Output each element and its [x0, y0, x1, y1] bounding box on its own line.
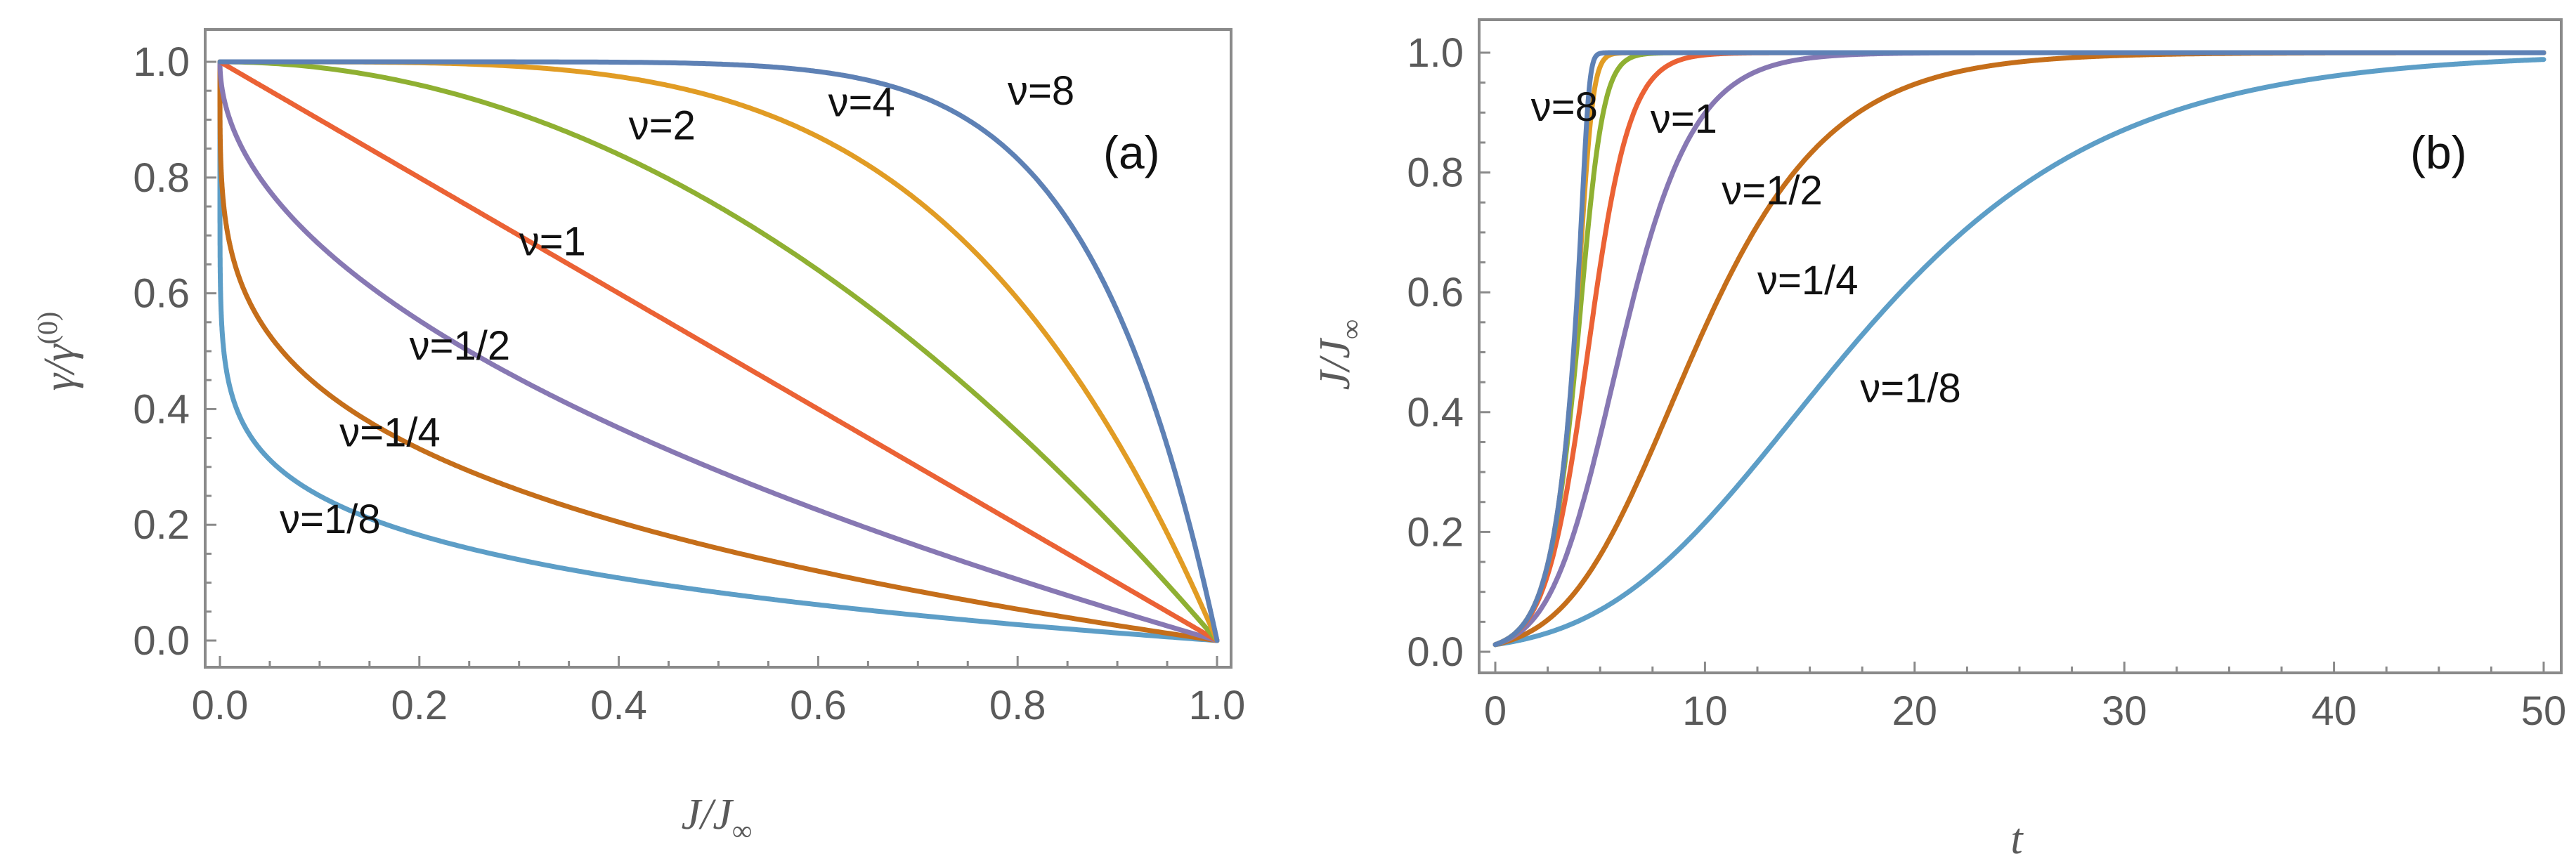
panel-a-curve-label-nu-1-over-8: ν=1/8	[280, 497, 381, 542]
panel-b-frame	[1478, 18, 2563, 674]
panel-b-curve-label-nu-1-over-8: ν=1/8	[1860, 366, 1961, 412]
panel-b-x-tick-label-1: 10	[1682, 688, 1728, 734]
panel-a-curve-nu-1-over-4	[217, 59, 1220, 643]
panel-b-y-axis-label-sub: ∞	[1335, 320, 1367, 340]
panel-a-x-axis-label-main: J/J	[682, 791, 734, 839]
panel-b-curve-label-nu-1-over-4: ν=1/4	[1757, 258, 1859, 303]
panel-b-y-tick-label-3: 0.6	[1407, 270, 1464, 315]
panel-a-curve-label-nu-4: ν=4	[828, 80, 895, 126]
panel-a-curve-label-nu-8: ν=8	[1008, 68, 1074, 114]
panel-b-x-tick-label-4: 40	[2311, 688, 2357, 734]
panel-b-y-tick-label-2: 0.4	[1407, 390, 1464, 435]
panel-a-y-tick-label-0: 0.0	[133, 618, 190, 664]
panel-a-y-axis-label: γ/γ(0)	[32, 312, 84, 391]
panel-b-y-tick-label-1: 0.2	[1407, 509, 1464, 555]
panel-a-x-tick-label-3: 0.6	[790, 683, 847, 728]
panel-b-ticks: 0 10 20 30 40 50 0.0 0.2 0.4 0.6 0.8 1.0	[1407, 30, 2566, 734]
panel-b-curve-label-nu-1-over-2: ν=1/2	[1722, 168, 1823, 214]
panel-a-y-tick-label-4: 0.8	[133, 155, 190, 201]
panel-a-x-tick-label-5: 1.0	[1189, 683, 1246, 728]
panel-a-curve-nu-2	[217, 59, 1220, 643]
panel-a-x-tick-label-0: 0.0	[192, 683, 249, 728]
panel-b-y-tick-label-4: 0.8	[1407, 150, 1464, 196]
panel-b: 0 10 20 30 40 500.00.20.40.60.81.0 ν=8 ν=1ν=1/…	[1311, 18, 2566, 863]
panel-a-x-axis-label: J/J∞	[682, 791, 753, 846]
panel-b-y-tick-label-0: 0.0	[1407, 629, 1464, 675]
panel-a-curve-nu-1	[217, 59, 1220, 643]
panel-a-curve-label-nu-1: ν=1	[519, 218, 586, 264]
panel-b-x-tick-label-5: 50	[2521, 688, 2567, 734]
panel-a-y-axis-label-sup: (0)	[32, 312, 63, 345]
panel-a-curve-nu-1-over-8	[217, 59, 1220, 643]
panel-a-label: (a)	[1103, 126, 1160, 178]
panel-a-curve-label-nu-1-over-4: ν=1/4	[339, 409, 441, 455]
panel-b-y-tick-label-5: 1.0	[1407, 30, 1464, 76]
panel-a-x-tick-label-4: 0.8	[989, 683, 1046, 728]
panel-a-curve-label-nu-2: ν=2	[629, 103, 696, 149]
panel-a-curve-nu-8	[217, 59, 1220, 643]
panel-b-x-tick-label-0: 0	[1484, 688, 1507, 734]
panel-b-curves	[1492, 50, 2546, 648]
panel-b-curve-label-nu-8: ν=8	[1531, 84, 1598, 130]
panel-b-x-tick-label-3: 30	[2102, 688, 2147, 734]
panel-b-label: (b)	[2410, 126, 2467, 178]
panel-a-x-tick-label-2: 0.4	[590, 683, 647, 728]
panel-a-x-tick-label-1: 0.2	[391, 683, 448, 728]
panel-b-curve-nu-1-over-8	[1492, 57, 2546, 648]
panel-b-curve-labels: ν=8 ν=1ν=1/2 ν=1/4 ν=1/8	[1531, 84, 1961, 412]
panel-a-curve-nu-4	[217, 59, 1220, 643]
panel-b-x-axis-label: t	[2010, 815, 2024, 863]
panel-b-y-axis-label: J/J∞	[1311, 320, 1367, 391]
panel-a: 0.0 0.2 0.4 0.6 0.8 1.0 0.0 0.2 0.4 0.6 0.8 1.0 ν=8…	[32, 28, 1245, 846]
panel-b-curve-nu-8	[1492, 50, 2546, 648]
panel-a-ticks: 0.0 0.2 0.4 0.6 0.8 1.0 0.0 0.2 0.4 0.6 0.8 1.0	[133, 39, 1245, 728]
panel-a-curve-labels: ν=8 ν=4 ν=2 ν=1 ν=1/2 ν=1/4 ν=1/8	[280, 68, 1074, 542]
panel-a-x-axis-label-sub: ∞	[732, 815, 753, 846]
panel-a-y-tick-label-2: 0.4	[133, 386, 190, 432]
panel-b-y-axis-label-main: J/J	[1311, 338, 1359, 391]
panel-a-curve-label-nu-1-over-2: ν=1/2	[410, 323, 511, 369]
panel-a-curves	[217, 59, 1220, 643]
panel-b-curve-label-nu-1: ν=1	[1651, 96, 1717, 142]
panel-b-x-tick-label-2: 20	[1892, 688, 1938, 734]
panel-a-y-tick-label-3: 0.6	[133, 271, 190, 317]
panel-a-y-tick-label-5: 1.0	[133, 39, 190, 85]
panel-a-y-tick-label-1: 0.2	[133, 502, 190, 548]
panel-a-y-axis-label-main: γ/γ	[36, 343, 84, 391]
panel-a-curve-nu-1-over-2	[217, 59, 1220, 643]
